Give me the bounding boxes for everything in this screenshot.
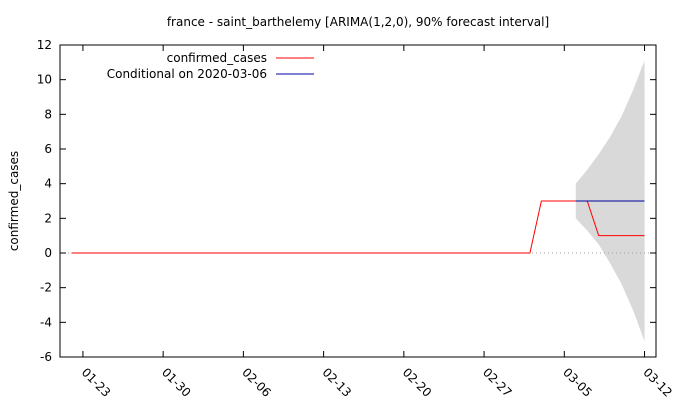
y-tick-label: 4 <box>44 177 52 191</box>
x-tick-label: 01-30 <box>159 365 194 400</box>
series-line-confirmed-cases <box>71 200 645 254</box>
legend-label: Conditional on 2020-03-06 <box>107 67 267 81</box>
legend-label: confirmed_cases <box>167 51 267 65</box>
plot-area: -6 -4 -2 0 2 4 6 8 10 12 01-23 01-30 02-06 02-13 02-20… <box>37 38 675 400</box>
x-tick-label: 02-27 <box>480 365 515 400</box>
plot-frame <box>59 44 657 358</box>
x-tick-label: 01-23 <box>79 365 114 400</box>
y-tick-label: -6 <box>40 350 52 364</box>
y-tick-label: -2 <box>40 281 52 295</box>
y-tick-label: 10 <box>37 73 52 87</box>
x-tick-label: 02-20 <box>400 365 435 400</box>
x-tick-label: 02-06 <box>239 365 274 400</box>
x-tick-label: 02-13 <box>319 365 354 400</box>
x-tick-label: 03-12 <box>640 365 675 400</box>
x-tick-label: 03-05 <box>560 365 595 400</box>
y-tick-label: 2 <box>44 211 52 225</box>
y-tick-label: 0 <box>44 246 52 260</box>
y-tick-label: 8 <box>44 107 52 121</box>
chart-title: france - saint_barthelemy [ARIMA(1,2,0),… <box>167 15 549 29</box>
y-axis-label: confirmed_cases <box>7 151 21 251</box>
y-tick-label: -4 <box>40 315 52 329</box>
y-tick-label: 12 <box>37 38 52 52</box>
y-tick-label: 6 <box>44 142 52 156</box>
